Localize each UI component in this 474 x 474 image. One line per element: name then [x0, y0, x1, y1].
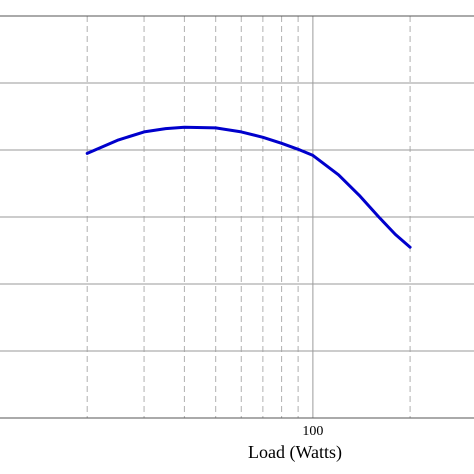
x-tick-label: 100: [302, 424, 323, 439]
major-grid-lines: [0, 16, 474, 418]
x-tick-labels: 100: [302, 424, 323, 439]
x-axis-label: Load (Watts): [248, 442, 342, 463]
series-layer: [85, 125, 412, 249]
series-line: [85, 125, 412, 249]
plot-frame: [0, 15, 474, 419]
